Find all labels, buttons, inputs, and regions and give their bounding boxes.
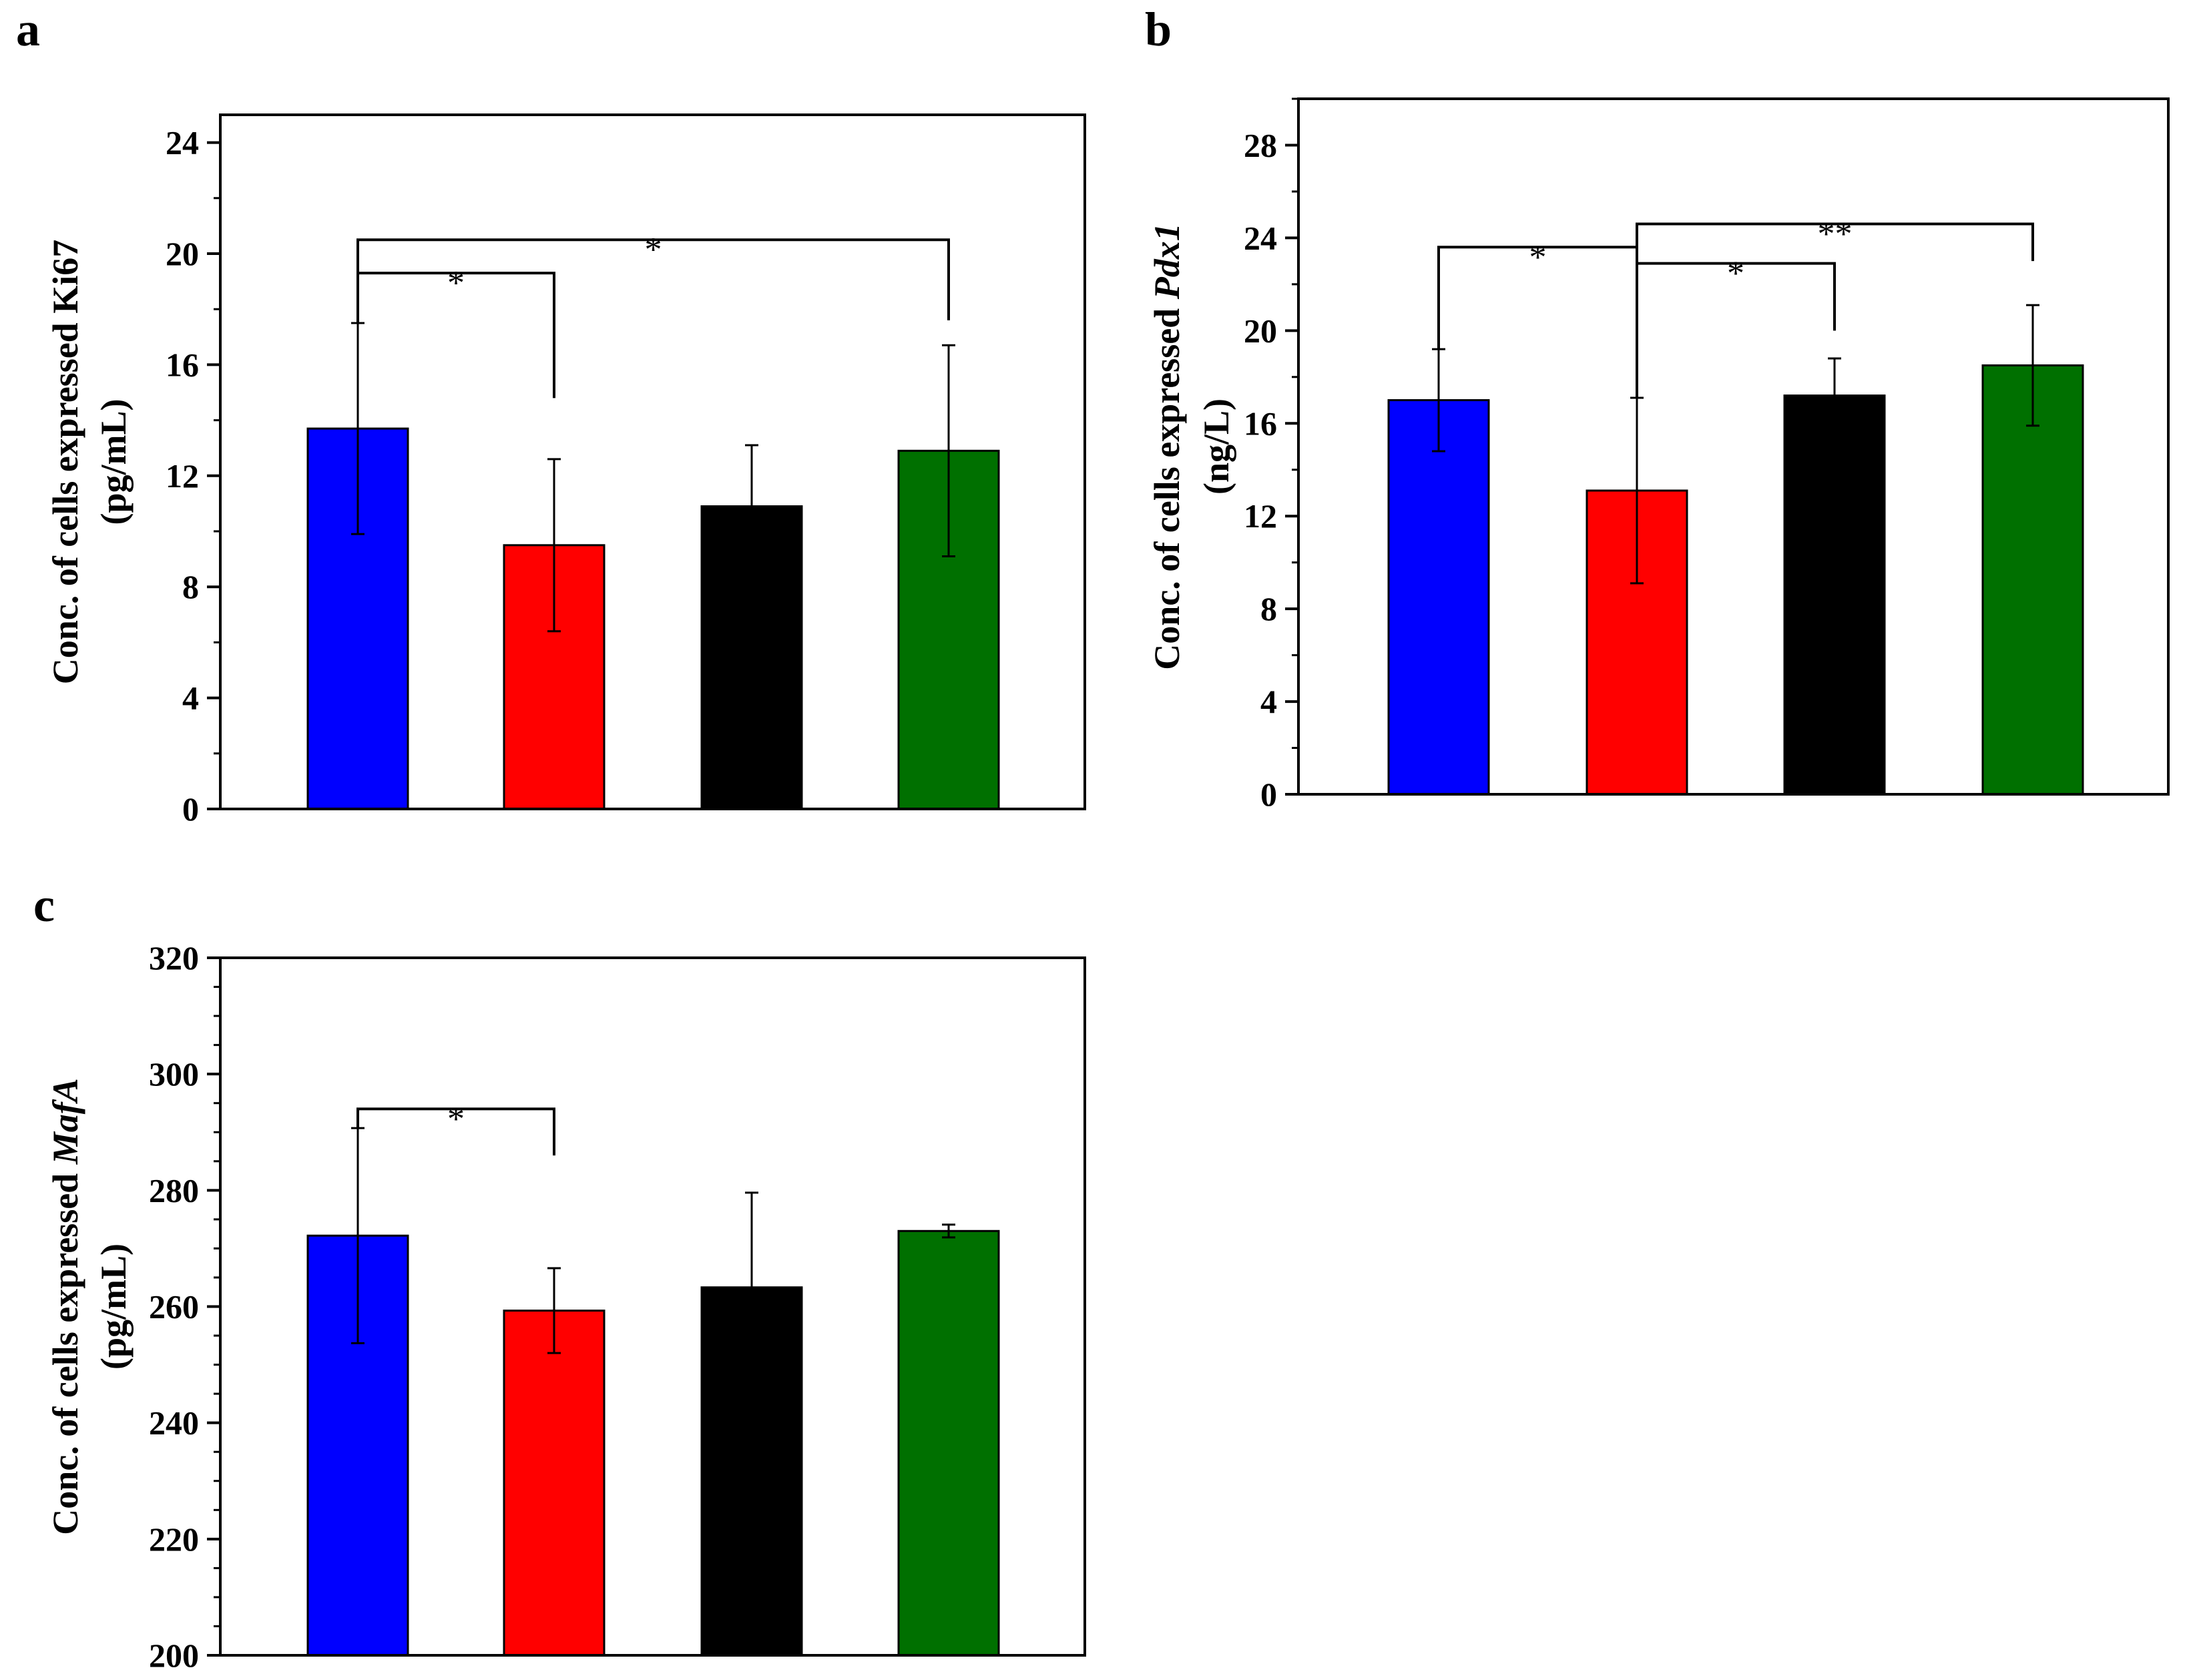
y-axis-title-segment: Conc. of cells expressed	[1147, 299, 1187, 669]
significance-label-1: *	[447, 1100, 465, 1138]
y-axis-title-line-2: (ng/L)	[1196, 398, 1236, 495]
panel-letter-a: a	[16, 3, 40, 56]
y-tick-label: 0	[1260, 776, 1277, 813]
y-tick-label: 24	[1244, 219, 1277, 256]
panel-a: a 0 4 8 12 16 20 24 Conc. of cells expressed Ki…	[16, 3, 1086, 828]
y-axis-title-line-2: (pg/mL)	[93, 1243, 134, 1370]
bar-4	[897, 1229, 1000, 1657]
significance-label-1: *	[1529, 238, 1547, 276]
y-tick-label: 8	[182, 568, 199, 605]
y-tick-label: 300	[149, 1055, 199, 1093]
plot-frame	[1297, 97, 2170, 796]
y-axis-title-segment: MafA	[45, 1078, 85, 1165]
y-axis-title-segment: Conc. of cells expressed Ki67	[45, 240, 85, 684]
y-tick-label: 20	[1244, 312, 1277, 349]
y-axis-title-segment: (pg/mL)	[93, 399, 134, 525]
significance-label-3: **	[1818, 216, 1853, 254]
y-tick-label: 12	[166, 457, 199, 495]
y-tick-label: 28	[1244, 126, 1277, 164]
y-tick-label: 4	[182, 679, 199, 717]
panel-letter-c: c	[33, 878, 55, 932]
y-tick-label: 280	[149, 1171, 199, 1209]
y-tick-label: 16	[166, 346, 199, 383]
y-axis-title-segment: (pg/mL)	[93, 1243, 134, 1370]
significance-label-1: *	[447, 264, 465, 302]
y-axis-title-segment: Pdx1	[1147, 223, 1187, 300]
y-tick-label: 200	[149, 1637, 199, 1674]
significance-bracket-2	[356, 238, 950, 323]
y-tick-label: 260	[149, 1288, 199, 1326]
y-axis-title-segment: (ng/L)	[1196, 398, 1236, 495]
panel-c: c 200 220 240 260 280 300 320 Conc. of cells ex…	[33, 878, 1086, 1674]
y-axis-title-segment: Conc. of cells expressed	[45, 1164, 85, 1534]
bar-4	[1981, 364, 2084, 796]
y-axis-title-line-1: Conc. of cells expressed Pdx1	[1147, 223, 1187, 669]
y-axis-title-line-1: Conc. of cells expressed Ki67	[45, 240, 85, 684]
significance-label-2: *	[1727, 255, 1744, 293]
significance-bracket-3	[1636, 222, 2034, 398]
y-tick-label: 220	[149, 1520, 199, 1558]
y-axis-title-line-2: (pg/mL)	[93, 399, 134, 525]
bar-3	[1783, 394, 1886, 796]
y-tick-label: 20	[166, 235, 199, 272]
y-tick-label: 4	[1260, 683, 1277, 720]
y-axis-title-line-1: Conc. of cells expressed MafA	[45, 1078, 85, 1534]
y-tick-label: 0	[182, 790, 199, 828]
y-tick-label: 320	[149, 939, 199, 976]
y-tick-label: 240	[149, 1404, 199, 1442]
significance-label-2: *	[645, 231, 662, 269]
y-tick-label: 8	[1260, 590, 1277, 627]
plot-frame	[219, 113, 1086, 810]
panel-letter-b: b	[1145, 3, 1172, 56]
bar-2	[503, 1310, 605, 1657]
y-tick-label: 24	[166, 124, 199, 162]
y-tick-label: 16	[1244, 404, 1277, 442]
panel-b: b 0 4 8 12 16 20 24 28 Conc. of cells expressed …	[1145, 3, 2170, 813]
significance-bracket-1	[356, 1107, 555, 1156]
y-tick-label: 12	[1244, 497, 1277, 535]
bar-1	[1387, 399, 1490, 796]
